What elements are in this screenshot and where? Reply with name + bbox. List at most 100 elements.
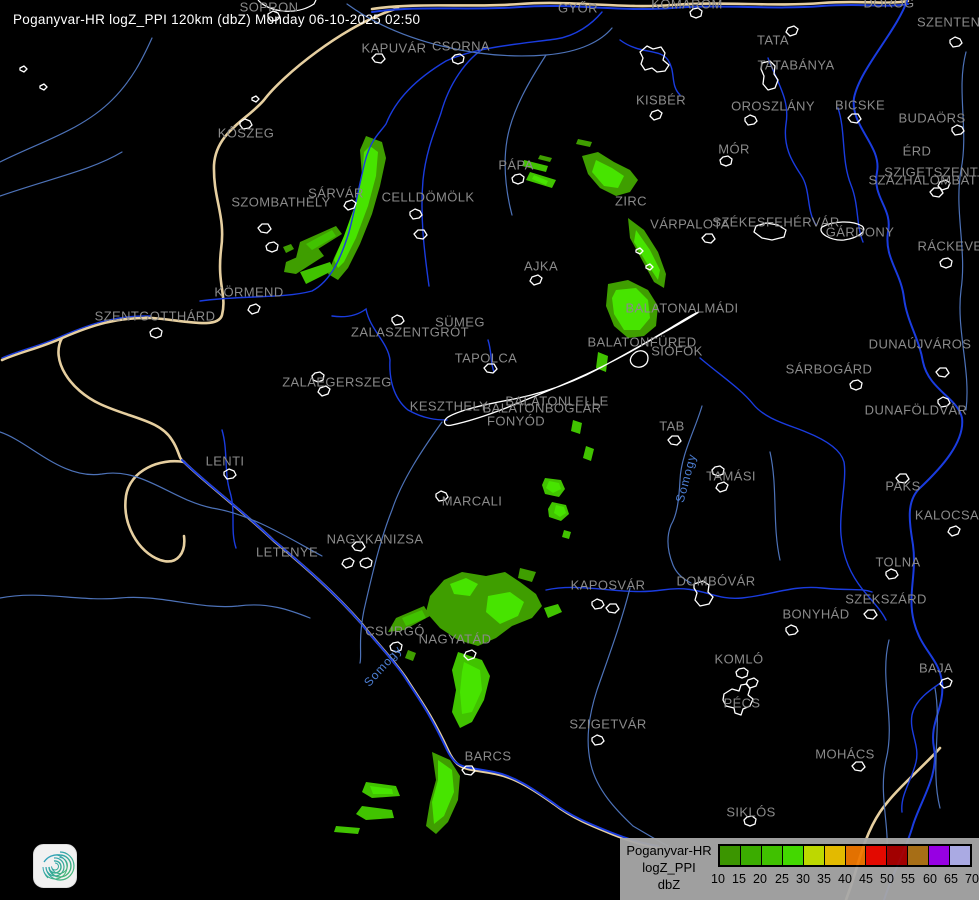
city-label: SOPRON — [239, 0, 299, 15]
city-label: SZOMBATHELY — [231, 194, 331, 210]
legend-color-cell — [929, 846, 951, 865]
city-label: KOMÁROM — [651, 0, 723, 12]
border-croatia-drava — [182, 460, 662, 850]
border-slovenia — [57, 336, 186, 464]
city-label: BARCS — [464, 748, 512, 764]
town-outline-dombovar — [693, 580, 714, 607]
city-label: DUNAFÖLDVÁR — [864, 402, 968, 418]
border-slovakia — [370, 0, 910, 11]
city-label: BALATONBOGLÁR — [482, 400, 602, 416]
river-raba — [199, 11, 603, 302]
city-label: MÓR — [718, 141, 750, 157]
city-label: DOMBÓVÁR — [676, 573, 756, 589]
city-label: ZALASZENTGRÓT — [351, 324, 469, 340]
border-austria — [0, 6, 400, 362]
country-border-layer — [0, 0, 942, 900]
city-label: ZIRC — [615, 193, 647, 209]
city-label: BALATONLELLE — [505, 393, 609, 409]
legend-color-cell — [782, 846, 804, 865]
city-label: PAKS — [885, 478, 921, 494]
city-label: TAB — [659, 418, 685, 434]
town-outlines-small-a — [149, 10, 965, 397]
legend-color-scale — [718, 844, 972, 867]
legend-tick-label: 45 — [859, 872, 873, 886]
river-danube-branch — [901, 681, 943, 813]
town-outline-gyor — [639, 45, 670, 73]
city-label: BUDAÖRS — [898, 110, 966, 126]
river-danube — [852, 0, 964, 900]
town-outline-layer — [19, 7, 965, 827]
lake-velence — [820, 221, 865, 241]
city-label: NAGYATÁD — [418, 631, 492, 647]
radar-echo-somogy-cells — [571, 420, 582, 434]
city-label: CSORNA — [431, 38, 491, 54]
city-label: RÁCKEVE — [917, 238, 979, 254]
city-label: CSURGÓ — [365, 623, 425, 639]
city-label: MOHÁCS — [815, 746, 875, 762]
radar-echo-papa — [522, 160, 548, 172]
city-label: TATA — [757, 32, 789, 48]
border-mura-meander — [124, 459, 186, 563]
legend-tick-label: 60 — [923, 872, 937, 886]
legend-unit: dbZ — [657, 877, 681, 892]
city-label: TAMÁSI — [706, 468, 756, 484]
city-label: SÜMEG — [435, 314, 485, 330]
city-label: NAGYKANIZSA — [326, 531, 424, 547]
city-label: FONYÓD — [486, 413, 546, 429]
river-altaler — [767, 57, 817, 226]
spiral-weather-logo-icon — [33, 844, 77, 888]
city-label: SIÓFOK — [651, 343, 703, 359]
legend-tick-label: 15 — [732, 872, 746, 886]
city-label: KÖRMEND — [214, 284, 284, 300]
city-label: GYŐR — [558, 0, 598, 16]
city-label: TOLNA — [875, 554, 921, 570]
town-outline-tatabanya — [760, 60, 779, 91]
city-label: SIKLÓS — [726, 804, 776, 820]
lake-ferto — [257, 0, 317, 12]
stream-tapolca — [487, 339, 495, 373]
town-outlines-small-b — [19, 7, 963, 827]
city-label: KISBÉR — [635, 92, 687, 108]
legend-color-cell — [824, 846, 846, 865]
legend-panel: Poganyvar-HR logZ_PPI dbZ 10 15 20 25 30 35 40… — [620, 838, 979, 900]
city-label: AJKA — [523, 258, 559, 274]
city-label: KAPUVÁR — [361, 40, 427, 56]
city-label: MARCALI — [441, 493, 503, 509]
city-label: DUNAÚJVÁROS — [868, 336, 972, 352]
city-label: OROSZLÁNY — [731, 98, 815, 114]
city-label: SÁRVÁR — [308, 185, 364, 201]
city-label: TAPOLCA — [454, 350, 518, 366]
legend-tick-label: 25 — [775, 872, 789, 886]
legend-tick-label: 10 — [711, 872, 725, 886]
legend-tick-label: 30 — [796, 872, 810, 886]
river-rabca — [619, 39, 681, 96]
city-label: ZALAEGERSZEG — [282, 374, 392, 390]
city-label: KOMLÓ — [714, 651, 764, 667]
city-label: PÁPA — [498, 157, 534, 173]
city-label: VÁRPALOTA — [650, 216, 730, 232]
legend-color-cell — [845, 846, 867, 865]
legend-tick-label: 55 — [901, 872, 915, 886]
legend-tick-label: 35 — [817, 872, 831, 886]
city-label: BONYHÁD — [782, 606, 850, 622]
river-kapos — [545, 586, 873, 600]
city-label: BAJA — [918, 660, 954, 676]
legend-color-cell — [950, 846, 971, 865]
radar-echo-layer — [283, 136, 666, 834]
tihany-peninsula — [629, 350, 649, 368]
legend-color-cell — [761, 846, 783, 865]
legend-color-cell — [803, 846, 825, 865]
city-label: PÉCS — [723, 695, 761, 711]
legend-radar-name: Poganyvar-HR — [626, 843, 712, 858]
river-valiviz — [837, 107, 864, 243]
legend-tick-label: 65 — [944, 872, 958, 886]
city-label: KESZTHELY — [409, 398, 489, 414]
legend-color-cell — [908, 846, 930, 865]
legend-tick-label: 50 — [880, 872, 894, 886]
city-label: GÁRDONY — [825, 224, 895, 240]
city-label: SZIGETSZENTMIKLÓS — [884, 164, 979, 180]
city-label: ÉRD — [902, 143, 932, 159]
lake-balaton — [443, 311, 700, 427]
legend-tick-label: 70 — [965, 872, 979, 886]
